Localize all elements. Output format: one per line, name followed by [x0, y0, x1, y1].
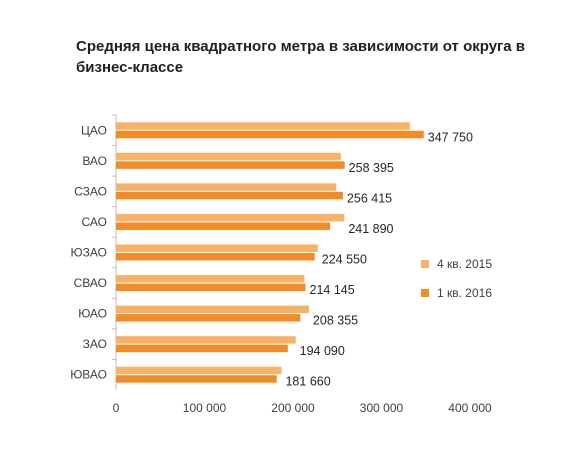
- bar-4q2015: [116, 152, 341, 161]
- bar-1q2016: [116, 130, 424, 139]
- bar-4q2015: [116, 305, 309, 314]
- data-label: 214 145: [310, 283, 355, 297]
- category-label: ЮВАО: [70, 368, 107, 382]
- bar-4q2015: [116, 213, 345, 222]
- category-label: СЗАО: [74, 184, 107, 198]
- bar-1q2016: [116, 222, 331, 230]
- bar-1q2016: [116, 161, 345, 169]
- category-label: ЗАО: [83, 337, 107, 351]
- bar-1q2016: [116, 314, 301, 322]
- bar-4q2015: [116, 183, 337, 191]
- axis-group: [112, 114, 117, 390]
- chart-title: Средняя цена квадратного метра в зависим…: [76, 38, 526, 76]
- category-label: ВАО: [82, 154, 107, 168]
- category-label: САО: [82, 215, 107, 229]
- x-tick-label: 400 000: [448, 401, 492, 415]
- data-label: 181 660: [285, 375, 330, 389]
- bar-4q2015: [116, 244, 318, 252]
- x-tick-label: 100 000: [183, 401, 227, 415]
- legend-label: 4 кв. 2015: [437, 257, 492, 271]
- category-label: СВАО: [74, 276, 107, 290]
- data-label: 258 395: [349, 161, 394, 175]
- labels-group: ЦАО ВАО СЗАО САО ЮЗАО СВАО ЮАО ЗАО ЮВАО 0 100 000 2…: [70, 123, 492, 415]
- bar-4q2015: [116, 366, 282, 375]
- data-label: 208 355: [313, 314, 358, 328]
- chart-legend: 4 кв. 2015 1 кв. 2016: [421, 257, 492, 300]
- x-tick-label: 300 000: [360, 401, 404, 415]
- legend-swatch: [421, 289, 429, 297]
- data-label: 347 750: [428, 130, 473, 144]
- data-label: 194 090: [300, 344, 345, 358]
- data-label: 224 550: [322, 253, 367, 267]
- category-label: ЦАО: [81, 123, 107, 137]
- x-tick-label: 200 000: [271, 401, 315, 415]
- category-label: ЮАО: [78, 307, 107, 321]
- bar-4q2015: [116, 122, 410, 130]
- bars-group: [116, 122, 424, 383]
- data-label: 256 415: [347, 191, 392, 205]
- data-label: 241 890: [348, 222, 393, 236]
- x-tick-label: 0: [113, 401, 120, 415]
- bar-1q2016: [116, 191, 343, 200]
- legend-swatch: [421, 260, 429, 268]
- legend-label: 1 кв. 2016: [437, 286, 492, 300]
- bar-1q2016: [116, 253, 315, 261]
- bar-4q2015: [116, 275, 305, 283]
- bar-4q2015: [116, 336, 296, 344]
- bar-1q2016: [116, 344, 288, 353]
- bar-1q2016: [116, 283, 306, 292]
- bar-1q2016: [116, 375, 277, 383]
- category-label: ЮЗАО: [71, 246, 107, 260]
